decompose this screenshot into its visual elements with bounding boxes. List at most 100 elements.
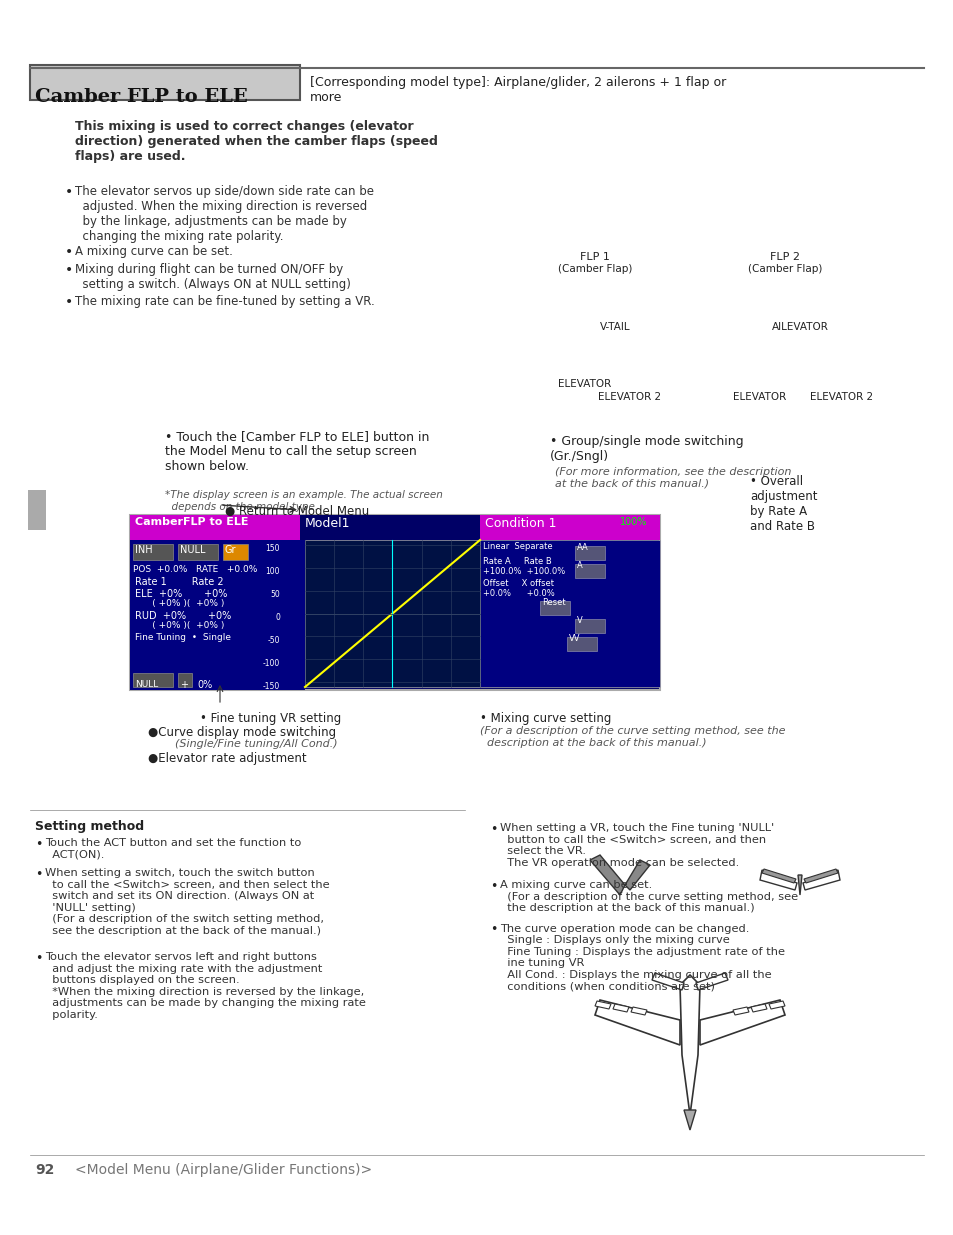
Text: ( +0% )(  +0% ): ( +0% )( +0% ) <box>135 621 224 630</box>
Text: A: A <box>577 561 582 571</box>
Bar <box>132 673 172 687</box>
Bar <box>575 619 604 634</box>
Polygon shape <box>683 1110 696 1130</box>
Text: The elevator servos up side/down side rate can be
  adjusted. When the mixing di: The elevator servos up side/down side ra… <box>75 185 374 243</box>
Text: ELE  +0%       +0%: ELE +0% +0% <box>135 589 227 599</box>
Text: ELEVATOR 2: ELEVATOR 2 <box>810 391 873 403</box>
Text: Touch the ACT button and set the function to
  ACT(ON).: Touch the ACT button and set the functio… <box>45 839 301 860</box>
Text: •: • <box>65 185 73 199</box>
Bar <box>566 637 597 651</box>
Text: FLP 1: FLP 1 <box>579 252 609 262</box>
Text: The mixing rate can be fine-tuned by setting a VR.: The mixing rate can be fine-tuned by set… <box>75 295 375 308</box>
Text: INH: INH <box>135 545 152 555</box>
Text: Fine Tuning  •  Single: Fine Tuning • Single <box>135 634 231 642</box>
Text: Reset: Reset <box>541 598 565 606</box>
Text: 150: 150 <box>265 545 280 553</box>
Text: NULL: NULL <box>180 545 205 555</box>
Polygon shape <box>750 1004 766 1011</box>
Text: •: • <box>65 295 73 309</box>
Polygon shape <box>802 869 840 890</box>
Text: This mixing is used to correct changes (elevator
direction) generated when the c: This mixing is used to correct changes (… <box>75 120 437 163</box>
Text: ELEVATOR: ELEVATOR <box>558 379 611 389</box>
Polygon shape <box>700 1000 784 1045</box>
Text: Camber FLP to ELE: Camber FLP to ELE <box>35 88 248 106</box>
Polygon shape <box>732 1007 748 1015</box>
Polygon shape <box>761 869 795 883</box>
Text: V-TAIL: V-TAIL <box>599 322 630 332</box>
Text: Linear  Separate: Linear Separate <box>482 542 552 551</box>
Text: •: • <box>490 924 497 936</box>
Bar <box>223 543 248 559</box>
Polygon shape <box>595 1002 610 1009</box>
Text: Touch the elevator servos left and right buttons
  and adjust the mixing rate wi: Touch the elevator servos left and right… <box>45 952 366 1020</box>
Text: ● Return to Model Menu: ● Return to Model Menu <box>225 505 369 517</box>
Text: (Camber Flap): (Camber Flap) <box>558 264 632 274</box>
Polygon shape <box>624 860 649 890</box>
Text: Mixing during flight can be turned ON/OFF by
  setting a switch. (Always ON at N: Mixing during flight can be turned ON/OF… <box>75 263 351 291</box>
Text: Setting method: Setting method <box>35 820 144 832</box>
Text: [Corresponding model type]: Airplane/glider, 2 ailerons + 1 flap or
more: [Corresponding model type]: Airplane/gli… <box>310 77 725 104</box>
Polygon shape <box>613 1004 628 1011</box>
Text: *The display screen is an example. The actual screen
  depends on the model type: *The display screen is an example. The a… <box>165 490 442 511</box>
Text: (Single/Fine tuning/All Cond.): (Single/Fine tuning/All Cond.) <box>174 739 337 748</box>
Text: ●Elevator rate adjustment: ●Elevator rate adjustment <box>148 752 306 764</box>
Text: NULL: NULL <box>135 680 158 689</box>
Text: Rate A     Rate B: Rate A Rate B <box>482 557 551 566</box>
Text: -150: -150 <box>262 682 280 690</box>
Text: <Model Menu (Airplane/Glider Functions)>: <Model Menu (Airplane/Glider Functions)> <box>75 1163 372 1177</box>
Text: 0%: 0% <box>196 680 212 690</box>
Bar <box>28 490 46 530</box>
Polygon shape <box>803 869 837 883</box>
Bar <box>575 546 604 559</box>
Text: -100: -100 <box>262 659 280 668</box>
Text: When setting a VR, touch the Fine tuning 'NULL'
  button to call the <Switch> sc: When setting a VR, touch the Fine tuning… <box>499 823 774 868</box>
Text: +: + <box>180 680 188 690</box>
Text: •: • <box>65 245 73 259</box>
Text: +100.0%  +100.0%: +100.0% +100.0% <box>482 567 565 576</box>
Polygon shape <box>651 973 683 990</box>
Bar <box>539 601 569 615</box>
Text: (Camber Flap): (Camber Flap) <box>747 264 821 274</box>
Text: A mixing curve can be set.: A mixing curve can be set. <box>75 245 233 258</box>
Text: • Fine tuning VR setting: • Fine tuning VR setting <box>200 713 341 725</box>
Text: When setting a switch, touch the switch button
  to call the <Switch> screen, an: When setting a switch, touch the switch … <box>45 868 330 936</box>
Text: 100%: 100% <box>619 517 647 527</box>
Polygon shape <box>696 973 727 990</box>
Polygon shape <box>760 869 796 890</box>
Text: VV: VV <box>568 634 579 643</box>
Bar <box>130 540 305 690</box>
Text: AA: AA <box>577 543 588 552</box>
Bar <box>130 515 659 690</box>
FancyBboxPatch shape <box>30 65 299 100</box>
Bar <box>178 673 192 687</box>
Text: • Mixing curve setting: • Mixing curve setting <box>479 713 611 725</box>
Text: ●Curve display mode switching: ●Curve display mode switching <box>148 726 335 739</box>
Text: ELEVATOR 2: ELEVATOR 2 <box>598 391 660 403</box>
Text: 92: 92 <box>35 1163 54 1177</box>
Text: CamberFLP to ELE: CamberFLP to ELE <box>135 517 248 527</box>
Bar <box>305 540 479 687</box>
Text: FLP 2: FLP 2 <box>769 252 800 262</box>
Text: •: • <box>35 952 42 965</box>
Text: 0: 0 <box>274 613 280 622</box>
Text: Rate 1        Rate 2: Rate 1 Rate 2 <box>135 577 223 587</box>
Bar <box>132 543 172 559</box>
Text: -50: -50 <box>267 636 280 645</box>
Text: POS  +0.0%   RATE   +0.0%: POS +0.0% RATE +0.0% <box>132 564 257 574</box>
Text: •: • <box>35 868 42 881</box>
Polygon shape <box>595 1000 679 1045</box>
Polygon shape <box>679 974 700 1115</box>
Text: • Touch the [Camber FLP to ELE] button in
the Model Menu to call the setup scree: • Touch the [Camber FLP to ELE] button i… <box>165 430 429 473</box>
Bar <box>130 515 659 540</box>
Text: ELEVATOR: ELEVATOR <box>733 391 786 403</box>
Bar <box>299 515 479 540</box>
Text: (For a description of the curve setting method, see the
  description at the bac: (For a description of the curve setting … <box>479 726 784 747</box>
Text: RUD  +0%       +0%: RUD +0% +0% <box>135 611 231 621</box>
Text: Offset     X offset: Offset X offset <box>482 579 554 588</box>
Text: •: • <box>65 263 73 277</box>
Text: V: V <box>577 616 582 625</box>
Text: AILEVATOR: AILEVATOR <box>771 322 827 332</box>
Polygon shape <box>630 1007 646 1015</box>
Text: The curve operation mode can be changed.
  Single : Displays only the mixing cur: The curve operation mode can be changed.… <box>499 924 784 992</box>
Text: •: • <box>35 839 42 851</box>
